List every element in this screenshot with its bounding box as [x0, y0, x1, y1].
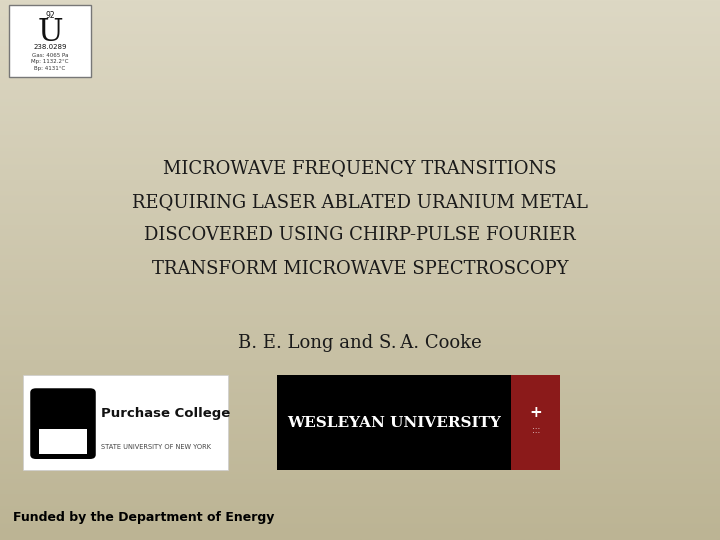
Text: Purchase College: Purchase College	[101, 407, 230, 420]
Bar	[9, 5, 91, 77]
Bar	[39, 429, 87, 454]
Text: WESLEYAN UNIVERSITY: WESLEYAN UNIVERSITY	[287, 416, 501, 429]
Text: 238.0289: 238.0289	[33, 44, 67, 50]
Text: Funded by the Department of Energy: Funded by the Department of Energy	[13, 511, 274, 524]
Text: 92: 92	[45, 11, 55, 20]
Text: +: +	[529, 406, 542, 420]
Text: :::: :::	[531, 426, 540, 435]
Bar	[277, 375, 511, 470]
Text: REQUIRING LASER ABLATED URANIUM METAL: REQUIRING LASER ABLATED URANIUM METAL	[132, 193, 588, 211]
Text: MICROWAVE FREQUENCY TRANSITIONS: MICROWAVE FREQUENCY TRANSITIONS	[163, 159, 557, 178]
Text: DISCOVERED USING CHIRP-PULSE FOURIER: DISCOVERED USING CHIRP-PULSE FOURIER	[144, 226, 576, 245]
Text: Gas: 4065 Pa: Gas: 4065 Pa	[32, 53, 68, 58]
Text: U: U	[37, 17, 63, 48]
Bar	[23, 375, 228, 470]
Text: Mp: 1132.2°C: Mp: 1132.2°C	[31, 59, 69, 64]
Text: STATE UNIVERSITY OF NEW YORK: STATE UNIVERSITY OF NEW YORK	[101, 444, 211, 450]
FancyBboxPatch shape	[30, 388, 96, 459]
Text: TRANSFORM MICROWAVE SPECTROSCOPY: TRANSFORM MICROWAVE SPECTROSCOPY	[152, 260, 568, 278]
Bar	[511, 375, 560, 470]
Text: Bp: 4131°C: Bp: 4131°C	[35, 66, 66, 71]
Text: B. E. Long and S. A. Cooke: B. E. Long and S. A. Cooke	[238, 334, 482, 352]
